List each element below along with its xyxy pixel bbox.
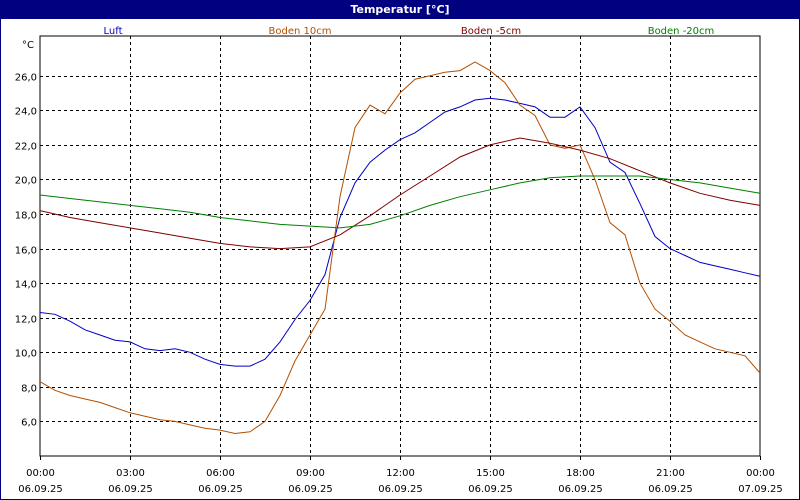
y-tick-label: 18,0 (15, 211, 37, 222)
y-tick-label: 6,0 (21, 418, 37, 429)
y-tick-label: 8,0 (21, 384, 37, 395)
axes: 6,0 8,0 10,0 12,0 14,0 16,0 18,0 20,0 22,0 24,0 26… (15, 35, 783, 495)
legend: Luft Boden 10cm Boden -5cm Boden -20cm (104, 26, 715, 37)
grid (40, 36, 760, 456)
x-tick-time: 03:00 (116, 468, 145, 479)
x-tick-time: 18:00 (566, 468, 595, 479)
y-tick-label: 12,0 (15, 315, 37, 326)
x-tick-date: 06.09.25 (108, 484, 153, 495)
x-tick-time: 00:00 (746, 468, 775, 479)
legend-item-3: Boden -5cm (461, 26, 521, 37)
x-tick-date: 06.09.25 (378, 484, 423, 495)
x-tick-date: 07.09.25 (738, 484, 783, 495)
series-line-2 (39, 61, 761, 435)
y-tick-label: 16,0 (15, 246, 37, 257)
x-tick-time: 12:00 (386, 468, 415, 479)
x-tick-date: 06.09.25 (648, 484, 693, 495)
y-tick-label: 10,0 (15, 349, 37, 360)
y-axis-label: °C (22, 40, 34, 51)
x-tick-date: 06.09.25 (288, 484, 333, 495)
y-tick-label: 20,0 (15, 176, 37, 187)
x-tick-date: 06.09.25 (18, 484, 63, 495)
series-lines (39, 61, 761, 435)
y-tick-label: 22,0 (15, 142, 37, 153)
x-tick-date: 06.09.25 (468, 484, 513, 495)
x-tick-date: 06.09.25 (198, 484, 243, 495)
legend-item-4: Boden -20cm (648, 26, 715, 37)
window-title: Temperatur [°C] (1, 1, 799, 19)
x-tick-time: 09:00 (296, 468, 325, 479)
x-tick-time: 15:00 (476, 468, 505, 479)
y-tick-label: 14,0 (15, 280, 37, 291)
series-line-3 (39, 137, 761, 250)
x-tick-date: 06.09.25 (558, 484, 603, 495)
x-tick-time: 21:00 (656, 468, 685, 479)
x-tick-time: 00:00 (26, 468, 55, 479)
legend-item-2: Boden 10cm (269, 26, 332, 37)
series-line-4 (39, 175, 761, 229)
series-line-1 (39, 97, 761, 367)
y-tick-label: 26,0 (15, 73, 37, 84)
legend-item-1: Luft (104, 26, 123, 37)
x-tick-time: 06:00 (206, 468, 235, 479)
y-tick-label: 24,0 (15, 107, 37, 118)
